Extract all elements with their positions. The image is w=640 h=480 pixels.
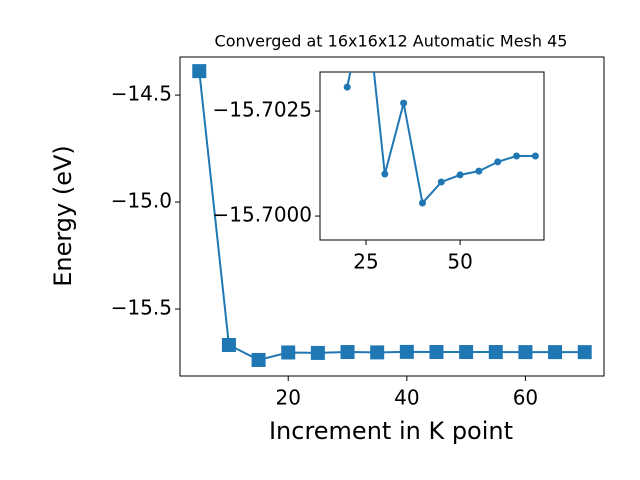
marker <box>363 0 370 1</box>
marker <box>429 344 444 359</box>
x-axis-label: Increment in K point <box>269 417 513 445</box>
marker <box>400 99 408 107</box>
chart-title: Converged at 16x16x12 Automatic Mesh 45 <box>215 32 568 51</box>
y-axis-label: Energy (eV) <box>49 145 77 287</box>
marker <box>518 345 533 360</box>
y-tick-label: −14.5 <box>111 82 172 106</box>
x-tick-label: 60 <box>513 386 538 410</box>
x-tick-label: 40 <box>394 386 419 410</box>
plot-area <box>319 71 545 241</box>
marker <box>475 167 483 175</box>
marker <box>340 345 355 360</box>
y-tick-label: −15.5 <box>111 296 172 320</box>
marker <box>513 152 521 160</box>
marker <box>548 345 563 360</box>
marker <box>221 337 236 352</box>
marker <box>459 345 474 360</box>
marker <box>531 152 539 160</box>
x-tick-label: 20 <box>275 386 300 410</box>
marker <box>310 345 325 360</box>
marker <box>488 345 503 360</box>
marker <box>343 83 351 91</box>
marker <box>418 199 426 207</box>
y-tick-label: −15.7000 <box>213 203 312 227</box>
y-tick-label: −15.7025 <box>213 98 312 122</box>
marker <box>437 178 445 186</box>
marker <box>494 158 502 166</box>
marker <box>399 344 414 359</box>
marker <box>251 352 266 367</box>
marker <box>370 345 385 360</box>
x-tick-label: 25 <box>353 250 378 274</box>
series-group <box>192 64 592 367</box>
marker <box>381 170 389 178</box>
marker <box>281 345 296 360</box>
y-tick-label: −15.0 <box>111 189 172 213</box>
marker <box>577 345 592 360</box>
x-tick-label: 50 <box>447 250 472 274</box>
series-group <box>343 0 539 207</box>
marker <box>192 64 207 79</box>
marker <box>456 171 464 179</box>
